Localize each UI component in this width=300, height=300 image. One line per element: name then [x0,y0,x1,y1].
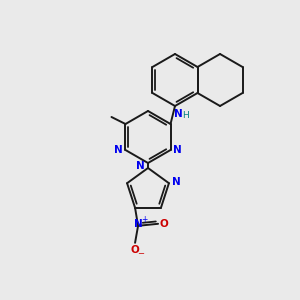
Text: +: + [141,215,147,224]
Text: N: N [134,219,142,229]
Text: −: − [138,249,145,258]
Text: N: N [174,109,183,119]
Text: H: H [182,112,189,121]
Text: O: O [160,219,168,229]
Text: N: N [173,145,182,155]
Text: N: N [172,177,180,187]
Text: O: O [131,245,140,255]
Text: N: N [136,161,144,171]
Text: N: N [114,145,123,155]
